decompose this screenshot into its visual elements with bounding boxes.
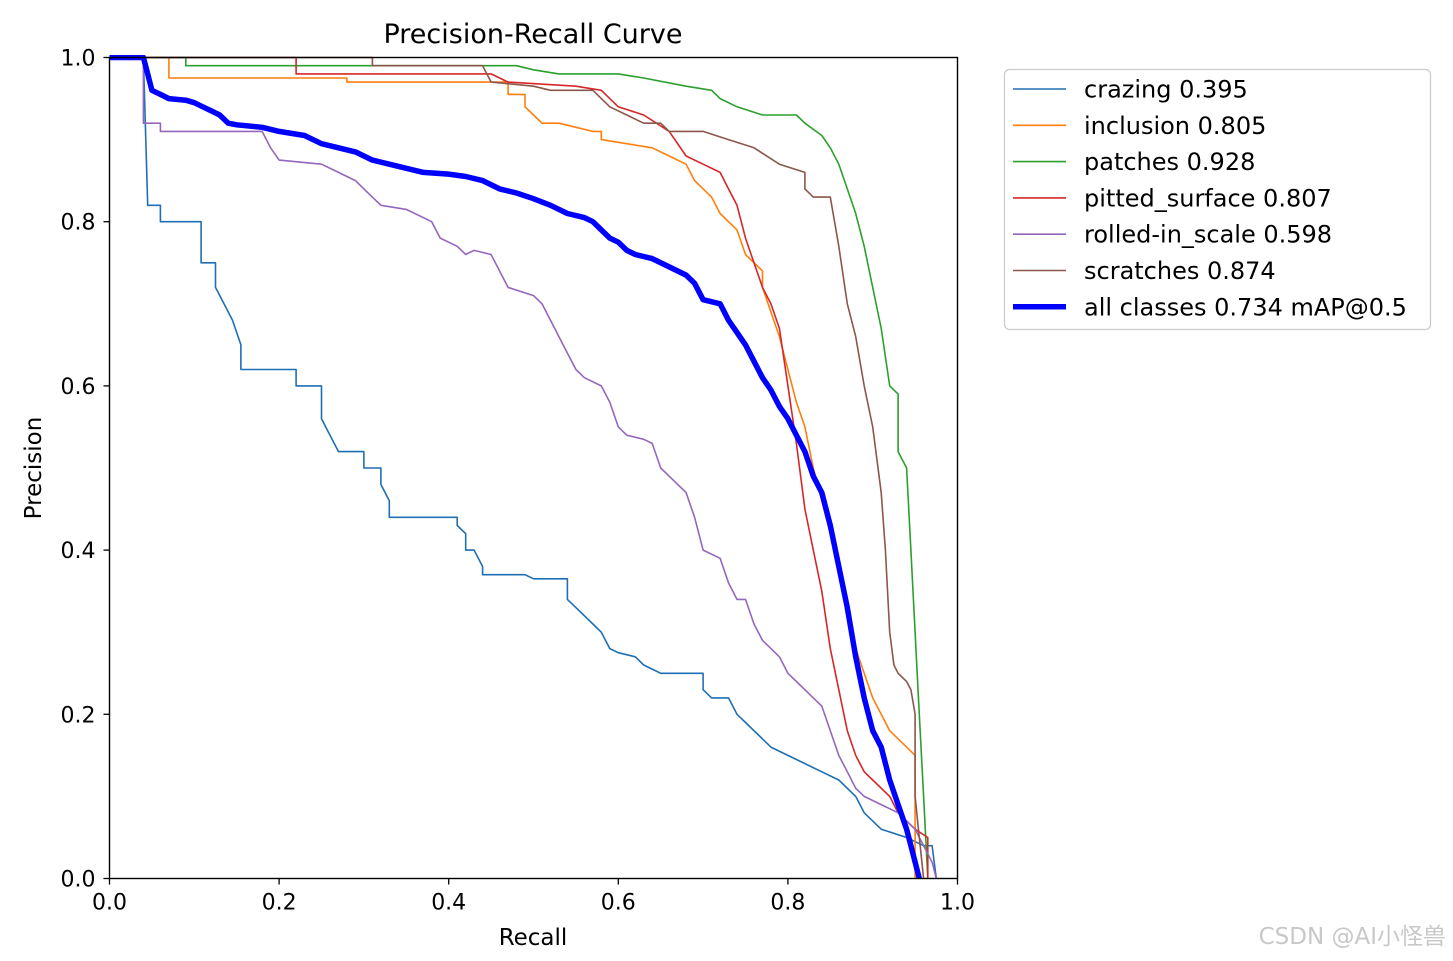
y-axis-label: Precision bbox=[21, 417, 47, 520]
y-tick-label: 0.0 bbox=[61, 868, 96, 893]
series-line-patches bbox=[109, 56, 929, 879]
series-line-pitted-surface bbox=[109, 56, 929, 879]
series-line-inclusion bbox=[109, 56, 916, 879]
y-tick-label: 0.2 bbox=[61, 703, 96, 728]
legend-label: all classes 0.734 mAP@0.5 bbox=[1084, 293, 1407, 321]
y-tick-label: 0.8 bbox=[61, 211, 96, 236]
watermark-text: CSDN @AI小怪兽 bbox=[1259, 924, 1446, 950]
x-tick-label: 0.0 bbox=[92, 891, 127, 916]
x-tick-label: 0.6 bbox=[601, 891, 636, 916]
y-tick-label: 1.0 bbox=[61, 47, 96, 72]
legend: crazing 0.395 inclusion 0.805 patches 0.92… bbox=[1003, 68, 1432, 331]
series-line-all-classes bbox=[109, 55, 922, 880]
chart-title: Precision-Recall Curve bbox=[383, 19, 682, 50]
legend-label: crazing 0.395 bbox=[1084, 76, 1248, 104]
x-tick-label: 0.2 bbox=[262, 891, 297, 916]
x-axis-label: Recall bbox=[499, 925, 568, 951]
x-tick-label: 0.8 bbox=[770, 891, 805, 916]
legend-label: scratches 0.874 bbox=[1084, 257, 1276, 285]
y-tick-label: 0.4 bbox=[61, 539, 96, 564]
series-line-scratches bbox=[109, 56, 925, 879]
y-axis-ticks: 0.0 0.2 0.4 0.6 0.8 1.0 bbox=[61, 47, 110, 893]
series-layer bbox=[109, 55, 938, 880]
series-line-crazing bbox=[109, 56, 938, 879]
legend-label: rolled-in_scale 0.598 bbox=[1084, 221, 1332, 249]
x-tick-label: 0.4 bbox=[431, 891, 466, 916]
x-tick-label: 1.0 bbox=[940, 891, 975, 916]
legend-box bbox=[1003, 68, 1432, 331]
legend-label: pitted_surface 0.807 bbox=[1084, 184, 1332, 212]
x-axis-ticks: 0.0 0.2 0.4 0.6 0.8 1.0 bbox=[92, 878, 975, 916]
legend-label: patches 0.928 bbox=[1084, 148, 1255, 176]
axes-frame bbox=[108, 56, 959, 880]
series-line-rolled-in-scale bbox=[109, 56, 938, 879]
y-tick-label: 0.6 bbox=[61, 375, 96, 400]
legend-label: inclusion 0.805 bbox=[1084, 112, 1266, 140]
